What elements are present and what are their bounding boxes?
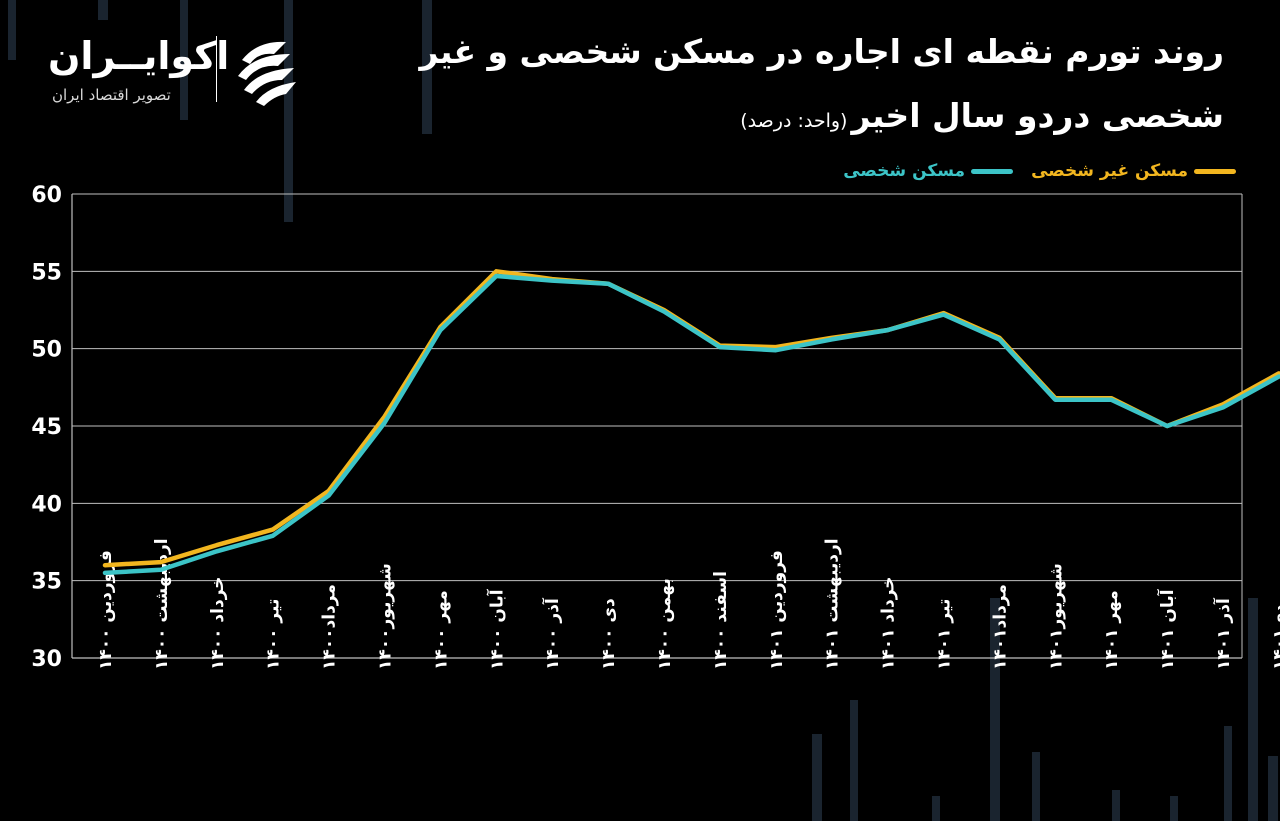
legend-item-non-personal: مسکن غیر شخصی: [1031, 161, 1236, 181]
logo-tagline: تصویر اقتصاد ایران: [52, 86, 171, 104]
x-tick-label: مرداد۱۴۰۱: [990, 584, 1010, 670]
background-bar: [990, 598, 1000, 821]
background-bar: [180, 0, 188, 120]
x-tick-label: دی۱۴۰۱: [1270, 604, 1280, 670]
background-bar: [812, 734, 822, 821]
background-bar: [850, 700, 858, 821]
background-bar: [1268, 756, 1278, 821]
x-tick-label: بهمن ۱۴۰۰: [655, 578, 675, 670]
x-tick-label: مهر ۱۴۰۰: [431, 590, 451, 670]
logo-divider: [216, 36, 217, 102]
chart-title-line-2: شخصی دردو سال اخیر(واحد: درصد): [740, 96, 1224, 135]
legend-label-non-personal: مسکن غیر شخصی: [1031, 161, 1188, 181]
background-bar: [1224, 726, 1232, 821]
background-bar: [1170, 796, 1178, 821]
background-bar: [8, 0, 16, 60]
background-bar: [422, 0, 432, 134]
x-tick-label: اسفند ۱۴۰۰: [711, 571, 731, 670]
y-tick-label: 60: [31, 183, 62, 208]
x-tick-label: شهریور۱۴۰۰: [376, 563, 396, 670]
x-tick-label: دی ۱۴۰۰: [599, 598, 619, 670]
y-tick-label: 40: [31, 492, 62, 517]
legend: مسکن غیر شخصی مسکن شخصی: [843, 161, 1236, 181]
x-tick-label: آذر ۱۴۰۰: [541, 597, 563, 670]
legend-swatch-non-personal: [1194, 168, 1236, 174]
x-tick-label: آبان ۱۴۰۰: [485, 588, 507, 670]
x-tick-label: فروردین ۱۴۰۰: [96, 550, 116, 670]
legend-label-personal: مسکن شخصی: [843, 161, 966, 181]
chart-title-line-2-text: شخصی دردو سال اخیر: [851, 96, 1224, 135]
y-tick-label: 35: [31, 570, 62, 595]
background-bar: [284, 0, 293, 222]
ecoiran-logo-icon: [238, 41, 296, 106]
y-tick-label: 55: [31, 260, 62, 285]
x-tick-label: خرداد ۱۴۰۱: [879, 576, 899, 670]
x-tick-label: آبان ۱۴۰۱: [1156, 588, 1178, 670]
background-bar: [1248, 598, 1258, 821]
background-bar: [932, 796, 940, 821]
background-bar: [98, 0, 108, 20]
y-tick-label: 50: [31, 338, 62, 363]
unit-note: (واحد: درصد): [740, 110, 848, 132]
legend-swatch-personal: [971, 168, 1014, 174]
x-tick-label: خرداد ۱۴۰۰: [208, 576, 228, 670]
y-tick-label: 45: [31, 415, 62, 440]
x-tick-label: فروردین ۱۴۰۱: [767, 550, 787, 670]
x-tick-label: اردیبهشت ۱۴۰۱: [823, 538, 843, 670]
x-tick-label: تیر ۱۴۰۱: [935, 599, 955, 670]
x-tick-label: مهر ۱۴۰۱: [1102, 590, 1122, 670]
background-bar: [1032, 752, 1040, 821]
x-tick-label: تیر ۱۴۰۰: [264, 599, 284, 670]
y-tick-label: 30: [31, 647, 62, 672]
series-line-non-personal: [102, 269, 1280, 568]
series-line-personal: [102, 273, 1280, 576]
x-tick-label: شهریور۱۴۰۱: [1046, 563, 1066, 670]
chart-title-line-1: روند تورم نقطه ای اجاره در مسکن شخصی و غ…: [419, 32, 1224, 71]
logo-name: اکوایــران: [48, 34, 230, 78]
background-bar: [1112, 790, 1120, 821]
legend-item-personal: مسکن شخصی: [843, 161, 1014, 181]
x-tick-label: آذر ۱۴۰۱: [1212, 597, 1234, 670]
x-tick-label: مرداد۱۴۰۰: [320, 584, 340, 670]
